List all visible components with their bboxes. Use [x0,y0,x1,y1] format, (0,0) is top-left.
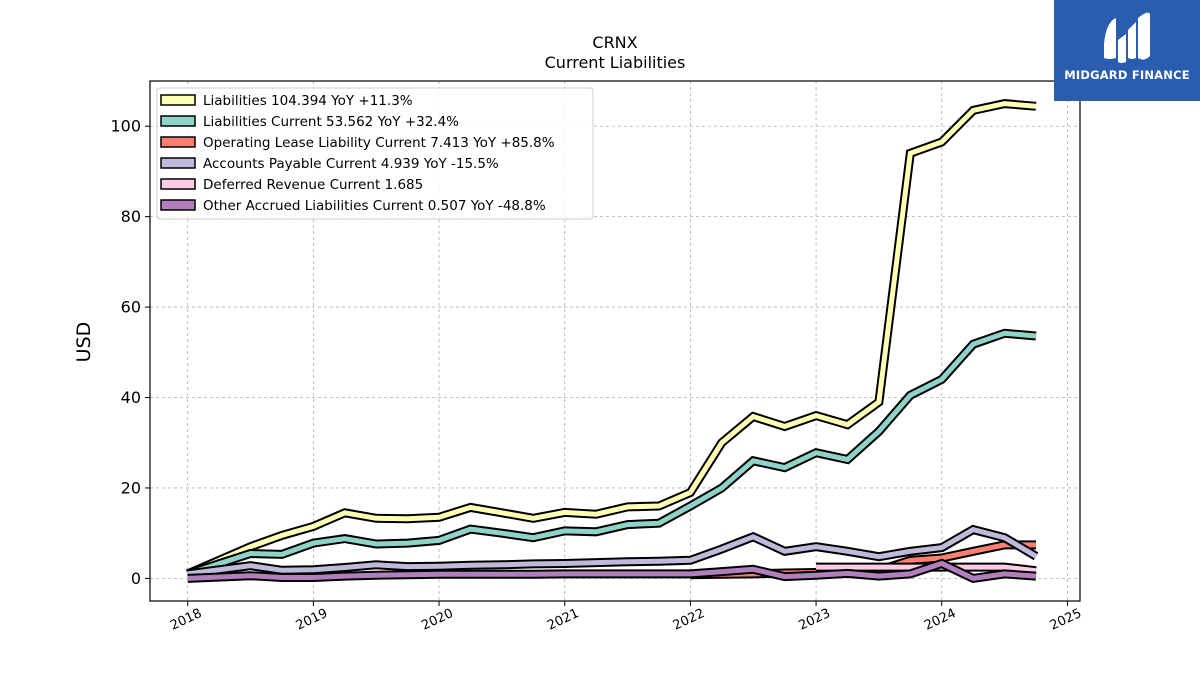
legend: Liabilities 104.394 YoY +11.3% Liabilitie… [156,87,594,220]
legend-label: Other Accrued Liabilities Current 0.507 … [203,198,546,214]
chart-title: CRNX [592,33,637,52]
y-axis-label: USD [73,322,95,363]
chart-subtitle: Current Liabilities [545,53,686,72]
y-tick-label: 0 [131,569,141,588]
legend-swatch [160,178,196,190]
x-tick-label: 2020 [419,606,455,634]
plot-frame [149,80,1081,602]
legend-item: Liabilities Current 53.562 YoY +32.4% [160,114,459,130]
series-line [186,330,1037,577]
legend-label: Liabilities Current 53.562 YoY +32.4% [203,114,459,130]
legend-item: Liabilities 104.394 YoY +11.3% [160,93,413,109]
y-tick-label: 40 [121,388,141,407]
legend-swatch [160,136,196,148]
brand-logo: MIDGARD FINANCE [1054,0,1200,101]
x-tick-label: 2023 [796,606,832,634]
logo-text: MIDGARD FINANCE [1064,68,1190,82]
y-tick-label: 20 [121,478,141,497]
series-line [187,526,1038,577]
x-tick-label: 2018 [168,606,204,634]
series-line-outline [186,328,1037,579]
x-tick-label: 2024 [922,606,958,634]
series-3 [187,524,1039,579]
legend-item: Other Accrued Liabilities Current 0.507 … [160,198,546,214]
logo-mark-icon [1104,12,1150,63]
legend-label: Operating Lease Liability Current 7.413 … [203,135,555,151]
legend-box [156,87,594,220]
legend-item: Operating Lease Liability Current 7.413 … [160,135,555,151]
x-tick-label: 2021 [545,606,581,634]
legend-item: Accounts Payable Current 4.939 YoY -15.5… [160,156,499,172]
legend-label: Accounts Payable Current 4.939 YoY -15.5… [203,156,499,172]
legend-label: Liabilities 104.394 YoY +11.3% [203,93,413,109]
legend-label: Deferred Revenue Current 1.685 [203,177,423,193]
legend-swatch [160,115,196,127]
y-tick-label: 100 [110,117,141,136]
series-5 [187,558,1037,584]
legend-swatch [160,94,196,106]
series-1 [186,328,1037,579]
y-tick-label: 80 [121,207,141,226]
x-tick-label: 2025 [1048,606,1084,634]
series-0 [185,99,1037,579]
legend-swatch [160,199,196,211]
series-line [187,560,1037,581]
legend-item: Deferred Revenue Current 1.685 [160,177,423,193]
y-tick-label: 60 [121,298,141,317]
x-tick-label: 2019 [294,606,330,634]
x-tick-label: 2022 [671,606,707,634]
series-layer [185,99,1039,584]
series-line [186,101,1037,577]
legend-swatch [160,157,196,169]
